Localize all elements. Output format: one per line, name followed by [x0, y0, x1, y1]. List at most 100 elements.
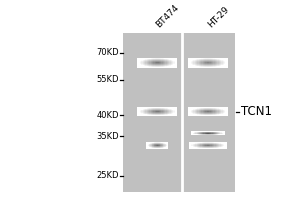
Bar: [199, 146, 200, 147]
Bar: [217, 109, 219, 110]
Bar: [155, 59, 156, 60]
Bar: [217, 108, 219, 109]
Bar: [163, 107, 164, 108]
Bar: [214, 146, 216, 147]
Bar: [173, 61, 175, 62]
Bar: [160, 111, 161, 112]
Bar: [224, 65, 225, 66]
Bar: [148, 112, 149, 113]
Bar: [189, 61, 190, 62]
Bar: [207, 110, 208, 111]
Bar: [143, 111, 144, 112]
Bar: [167, 113, 168, 114]
Bar: [196, 59, 197, 60]
Bar: [176, 63, 178, 64]
Bar: [198, 148, 199, 149]
Bar: [202, 115, 204, 116]
Bar: [219, 62, 220, 63]
Bar: [204, 107, 205, 108]
Bar: [197, 64, 199, 65]
Bar: [208, 113, 209, 114]
Bar: [152, 66, 153, 67]
Bar: [203, 147, 204, 148]
Bar: [216, 61, 217, 62]
Bar: [139, 107, 140, 108]
Bar: [148, 145, 149, 146]
Bar: [202, 62, 204, 63]
Bar: [152, 110, 153, 111]
Bar: [168, 107, 170, 108]
Bar: [223, 66, 224, 67]
Bar: [176, 108, 178, 109]
Bar: [208, 66, 209, 67]
Bar: [205, 111, 207, 112]
Bar: [176, 107, 178, 108]
Text: 25KD: 25KD: [96, 171, 119, 180]
Bar: [211, 60, 212, 61]
Bar: [189, 64, 190, 65]
Bar: [209, 59, 211, 60]
Bar: [223, 107, 224, 108]
Bar: [192, 63, 193, 64]
Bar: [227, 65, 228, 66]
Bar: [168, 144, 169, 145]
Bar: [141, 63, 143, 64]
Bar: [219, 108, 220, 109]
Bar: [193, 107, 195, 108]
Bar: [158, 61, 159, 62]
Bar: [147, 59, 148, 60]
Bar: [214, 144, 216, 145]
Bar: [175, 110, 176, 111]
Bar: [146, 146, 147, 147]
Bar: [139, 61, 140, 62]
Bar: [209, 112, 211, 113]
Bar: [220, 112, 221, 113]
Bar: [139, 67, 140, 68]
Bar: [160, 110, 161, 111]
Bar: [195, 145, 196, 146]
Bar: [197, 66, 199, 67]
Bar: [146, 110, 147, 111]
Bar: [164, 111, 166, 112]
Bar: [148, 62, 149, 63]
Bar: [159, 60, 160, 61]
Bar: [200, 112, 201, 113]
Bar: [189, 111, 190, 112]
Bar: [143, 63, 144, 64]
Bar: [201, 115, 202, 116]
Bar: [207, 65, 208, 66]
Bar: [139, 113, 140, 114]
Bar: [160, 148, 161, 149]
Bar: [153, 63, 155, 64]
Bar: [205, 66, 207, 67]
Bar: [171, 64, 172, 65]
Bar: [148, 109, 149, 110]
Bar: [208, 62, 209, 63]
Bar: [168, 145, 169, 146]
Bar: [221, 59, 223, 60]
Bar: [160, 142, 161, 143]
Bar: [190, 112, 192, 113]
Bar: [166, 112, 167, 113]
Bar: [216, 111, 217, 112]
Bar: [221, 147, 222, 148]
Bar: [175, 111, 176, 112]
Text: 40KD: 40KD: [96, 111, 119, 120]
Bar: [195, 59, 196, 60]
Bar: [202, 112, 204, 113]
Bar: [137, 67, 139, 68]
Bar: [156, 62, 158, 63]
Bar: [167, 58, 168, 59]
Bar: [216, 109, 217, 110]
Bar: [207, 148, 208, 149]
Bar: [172, 109, 173, 110]
Bar: [207, 115, 208, 116]
Bar: [205, 67, 207, 68]
Bar: [200, 66, 201, 67]
Bar: [139, 60, 140, 61]
Bar: [189, 142, 190, 143]
Bar: [225, 58, 227, 59]
Text: TCN1: TCN1: [241, 105, 272, 118]
Bar: [160, 61, 161, 62]
Bar: [197, 115, 199, 116]
